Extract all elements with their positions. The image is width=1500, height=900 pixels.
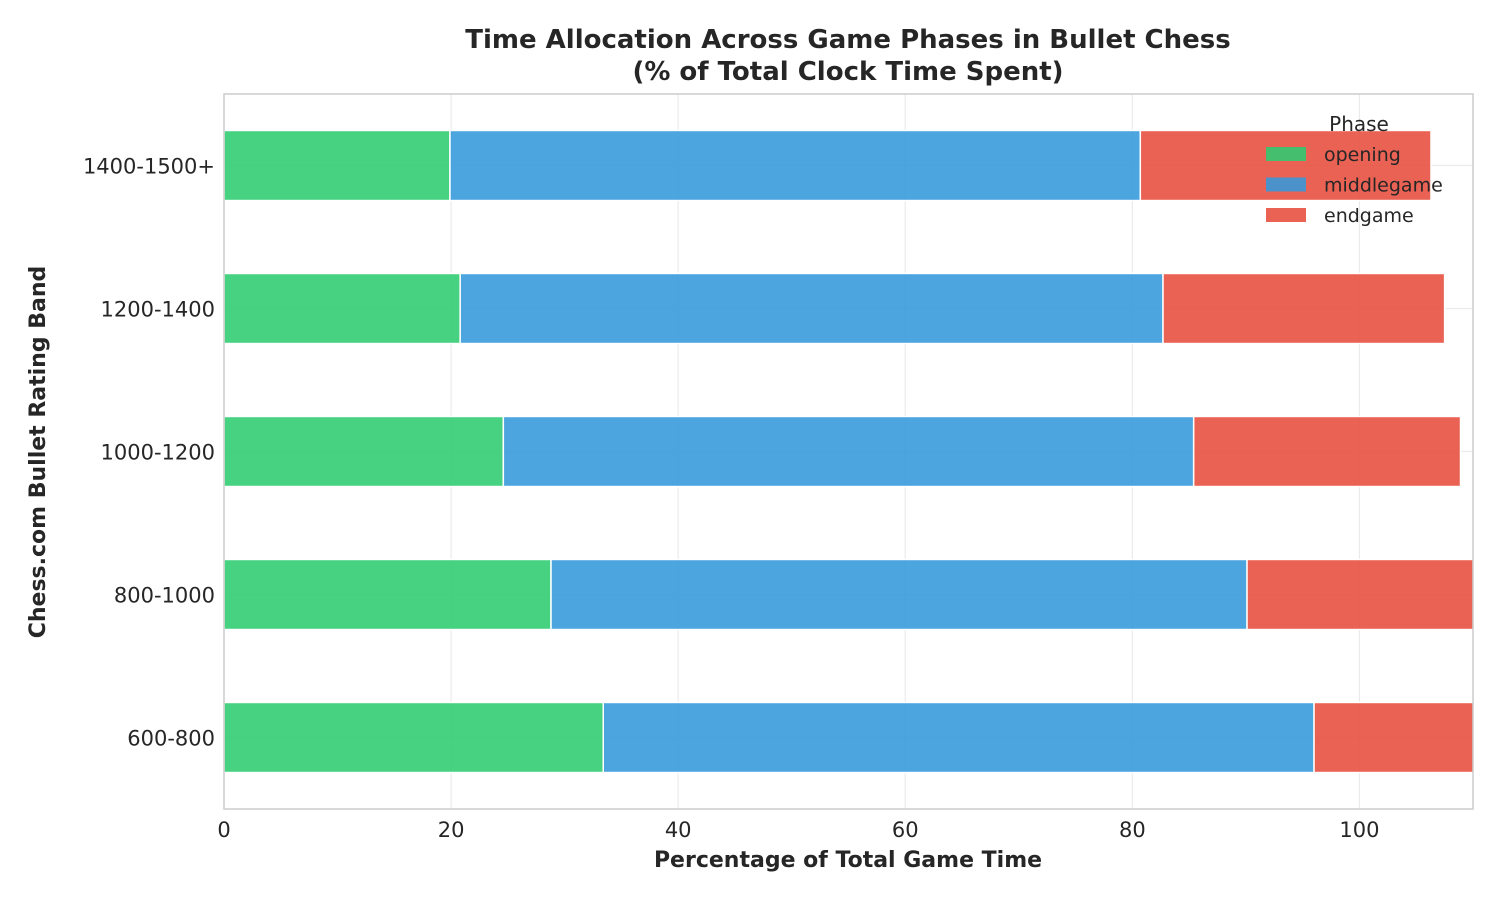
y-tick-label: 1400-1500+ [83, 155, 215, 179]
x-tick-label: 60 [892, 818, 919, 842]
y-tick-label: 800-1000 [114, 584, 215, 608]
bar-middlegame [449, 129, 1142, 202]
bar-opening [224, 558, 552, 631]
bar-opening [224, 415, 505, 488]
y-axis-title: Chess.com Bullet Rating Band [26, 266, 51, 639]
y-tick-label: 1200-1400 [101, 298, 215, 322]
bar-middlegame [459, 272, 1164, 345]
legend-swatch-opening [1266, 147, 1306, 161]
bar-group [224, 129, 1473, 774]
x-axis-ticks: 0 20 40 60 80 100 [217, 818, 1379, 842]
y-tick-label: 600-800 [127, 727, 215, 751]
legend-label-middlegame: middlegame [1324, 175, 1443, 197]
legend-label-endgame: endgame [1324, 205, 1414, 227]
legend-swatch-endgame [1266, 208, 1306, 222]
bars [224, 129, 1473, 774]
x-axis-title: Percentage of Total Game Time [654, 848, 1042, 873]
bar-opening [224, 129, 451, 202]
bar-middlegame [502, 415, 1195, 488]
bar-endgame [1313, 701, 1473, 774]
plot-frame [223, 93, 1474, 810]
x-tick-label: 80 [1119, 818, 1146, 842]
x-tick-label: 40 [665, 818, 692, 842]
bar-opening [224, 701, 604, 774]
bar-endgame [1246, 558, 1473, 631]
chart-title: Time Allocation Across Game Phases in Bu… [465, 25, 1231, 55]
bar-endgame [1192, 415, 1462, 488]
bar-middlegame [550, 558, 1248, 631]
bar-middlegame [602, 701, 1315, 774]
x-tick-label: 20 [438, 818, 465, 842]
bar-endgame [1162, 272, 1446, 345]
y-axis-ticks: 600-800 800-1000 1000-1200 1200-1400 1400-15… [83, 155, 215, 751]
legend-title: Phase [1329, 112, 1389, 136]
legend-label-opening: opening [1324, 144, 1401, 166]
legend-swatch-middlegame [1266, 177, 1306, 192]
chart-subtitle: (% of Total Clock Time Spent) [632, 57, 1063, 87]
x-tick-label: 0 [217, 818, 230, 842]
y-tick-label: 1000-1200 [101, 441, 215, 465]
bar-opening [224, 272, 461, 345]
legend: Phase opening middlegame endgame [1266, 112, 1443, 227]
x-tick-label: 100 [1339, 818, 1379, 842]
